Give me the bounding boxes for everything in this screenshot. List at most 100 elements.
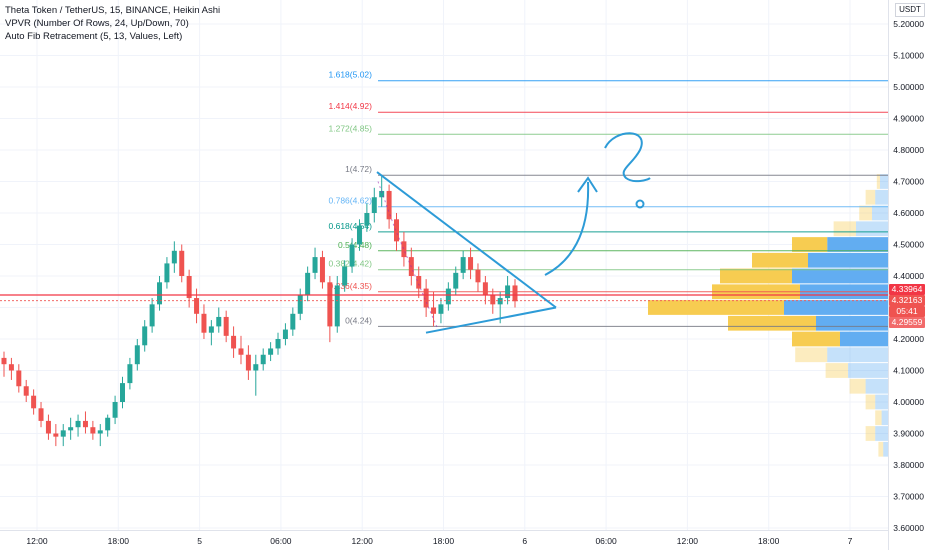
candle-body [319,257,325,283]
x-tick-label: 06:00 [270,536,292,546]
volume-profile-bar-down [856,221,888,237]
candle-body [1,357,7,365]
y-tick-label: 4.90000 [893,114,924,124]
fib-indicator-label[interactable]: Auto Fib Retracement (5, 13, Values, Lef… [5,31,183,42]
candle-body [60,430,66,437]
volume-profile-bar-up [833,221,856,237]
candle-body [475,269,481,283]
fib-level-label: 0.786(4.62) [329,196,373,206]
volume-profile-bar-up [875,410,882,426]
candle-body [23,386,29,396]
candle-body [312,257,318,273]
candle-body [356,225,362,245]
y-tick-label: 4.50000 [893,240,924,250]
candle-body [445,288,451,305]
volume-profile-bar-down [816,315,888,331]
candle-body [416,276,422,289]
candle-body [438,304,444,314]
x-tick-label: 06:00 [595,536,617,546]
volume-profile-bar-down [792,268,888,284]
volume-profile-bar-up [648,300,784,315]
candle-body [68,427,74,431]
candle-body [305,272,311,295]
fib-level-label: 1(4.72) [345,164,372,174]
candle-body [171,250,177,264]
volume-profile-bar-down [840,331,888,347]
candle-body [38,408,44,421]
candle-body [349,244,355,267]
fib-level-label: 0.5(4.48) [338,240,372,250]
candle-body [275,339,281,349]
candle-body [157,282,163,305]
volume-profile-bar-down [827,347,888,363]
candle-body [8,364,14,371]
candle-body [260,354,266,365]
y-tick-label: 4.00000 [893,397,924,407]
candle-body [53,433,59,437]
volume-profile-bar-down [808,252,888,268]
volume-profile-bar-down [848,363,888,378]
candle-body [401,241,407,258]
candle-body [431,307,437,314]
volume-profile-bar-up [865,426,876,441]
triangle-lower-line[interactable] [425,306,557,334]
candle-body [16,370,22,387]
candle-body [216,316,222,327]
candle-body [364,213,370,226]
question-mark-curve[interactable] [604,132,651,183]
x-tick-label: 18:00 [758,536,780,546]
fib-level-label: 1.414(4.92) [329,101,373,111]
volume-profile-bar-up [728,315,816,331]
hand-drawn-arrow[interactable] [544,181,590,276]
vpvr-indicator-label[interactable]: VPVR (Number Of Rows, 24, Up/Down, 70) [5,18,189,29]
volume-profile-bar-down [865,378,888,394]
currency-badge[interactable]: USDT [895,3,925,17]
question-mark-dot[interactable] [635,199,645,209]
volume-profile-bar-down [883,441,888,457]
volume-profile-bar-up [865,394,876,410]
volume-profile-bar-down [872,205,888,221]
candle-body [238,348,244,355]
volume-profile-bar-down [880,174,888,189]
y-tick-label: 4.40000 [893,271,924,281]
candle-body [342,266,348,286]
candle-body [149,304,155,327]
arrow-head[interactable] [577,176,598,193]
price-tag: 4.32163 [889,295,925,306]
triangle-upper-line[interactable] [376,171,557,309]
volume-profile-bar-up [792,331,840,347]
y-tick-label: 3.70000 [893,492,924,502]
candle-body [490,294,496,305]
y-tick-label: 3.80000 [893,460,924,470]
price-tag: 4.33964 [889,284,925,295]
volume-profile-bar-up [825,363,848,378]
y-tick-label: 4.20000 [893,334,924,344]
volume-profile-bar-down [875,426,888,441]
price-tag: 05:41 [889,306,925,317]
volume-profile-bar-up [849,378,866,394]
candle-body [423,288,429,308]
candle-body [468,257,474,270]
x-tick-label: 12:00 [352,536,374,546]
candle-body [334,285,340,327]
candle-body [194,298,200,314]
candle-body [253,364,259,371]
volume-profile-bar-up [752,252,808,268]
candle-body [97,430,103,434]
candle-body [379,190,385,198]
candle-body [134,345,140,365]
candle-body [186,276,192,299]
volume-profile-bar-up [859,205,872,221]
candle-body [82,420,88,428]
fib-level-label: 0.236(4.35) [329,281,373,291]
candle-body [371,197,377,213]
pattern-dashed-line [377,181,439,330]
candle-body [231,335,237,349]
y-tick-label: 4.10000 [893,366,924,376]
candle-body [290,313,296,330]
symbol-title[interactable]: Theta Token / TetherUS, 15, BINANCE, Hei… [5,5,221,16]
y-tick-label: 4.60000 [893,208,924,218]
x-tick-label: 18:00 [433,536,455,546]
